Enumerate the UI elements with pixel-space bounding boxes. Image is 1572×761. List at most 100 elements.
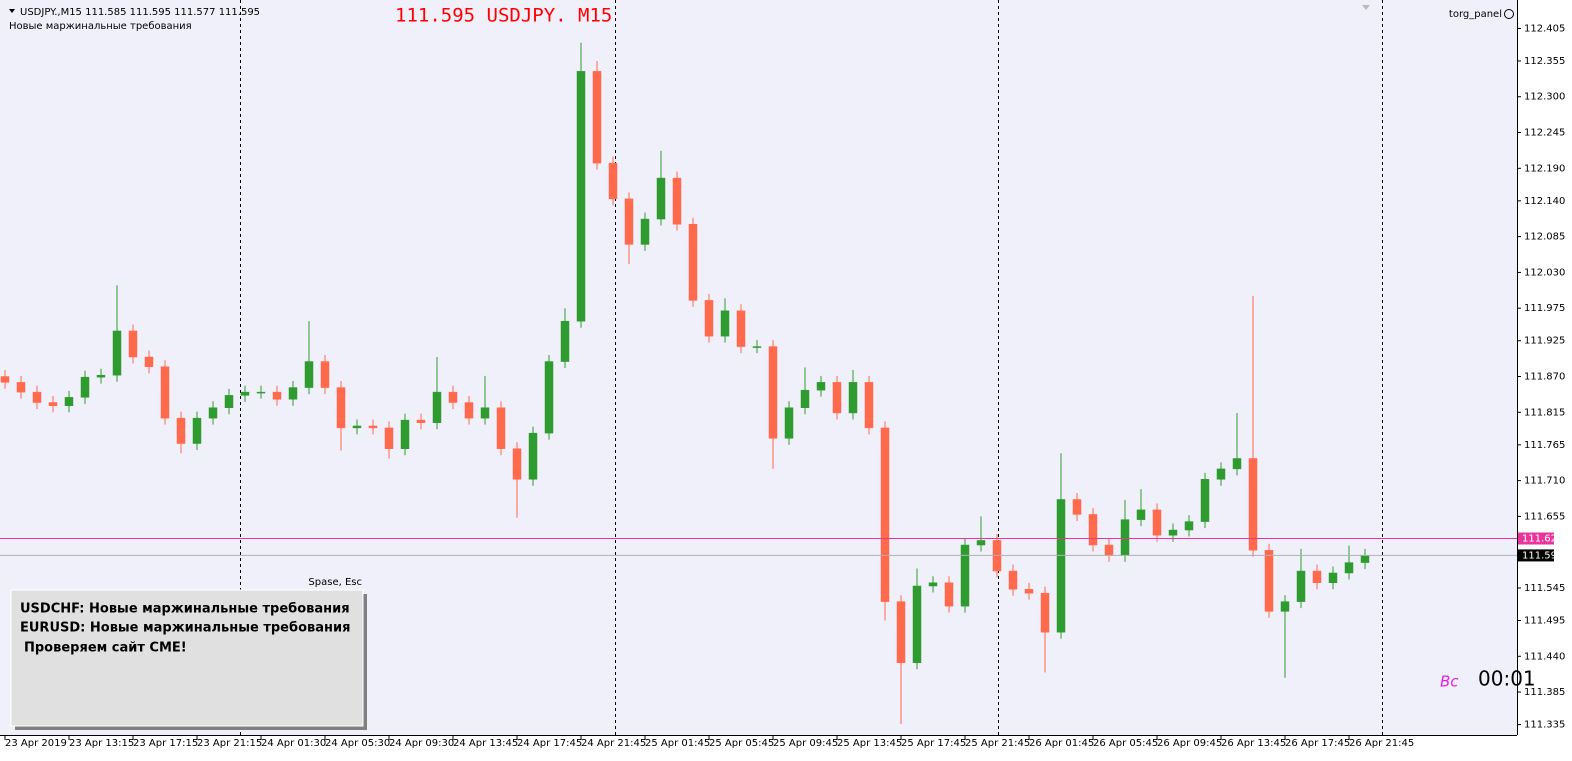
- subtitle: Новые маржинальные требования: [9, 21, 192, 32]
- candle-body: [480, 407, 490, 419]
- x-tick-label: 25 Apr 09:45: [773, 738, 838, 749]
- candle-body: [256, 391, 266, 394]
- candle-body: [768, 346, 778, 439]
- candle-body: [1248, 458, 1258, 551]
- candle-body: [432, 391, 442, 423]
- y-tick-label: 111.655: [1524, 511, 1565, 522]
- price-level-tag: [1518, 549, 1554, 562]
- candle-body: [560, 320, 570, 362]
- y-tick-label: 112.405: [1524, 23, 1565, 34]
- y-tick-label: 111.385: [1524, 687, 1565, 698]
- y-tick-label: 111.710: [1524, 476, 1565, 487]
- candle-body: [160, 366, 170, 419]
- candle-body: [144, 356, 154, 367]
- y-tick-label: 112.245: [1524, 128, 1565, 139]
- candle-body: [544, 361, 554, 434]
- candle-body: [400, 419, 410, 449]
- candle-body: [1264, 549, 1274, 612]
- candle-body: [336, 387, 346, 429]
- collapse-arrow[interactable]: [1362, 5, 1370, 10]
- candle-body: [1328, 572, 1338, 584]
- x-tick-label: 24 Apr 05:30: [325, 738, 390, 749]
- candle-body: [1296, 570, 1306, 602]
- price-level-label: 111.595: [1522, 550, 1563, 561]
- candle-body: [1312, 570, 1322, 584]
- candle-body: [864, 382, 874, 429]
- candle-body: [704, 300, 714, 337]
- x-tick-label: 25 Apr 17:45: [901, 738, 966, 749]
- candle-body: [1168, 529, 1178, 536]
- candle-body: [528, 432, 538, 480]
- candle-body: [1152, 509, 1162, 536]
- candle-body: [896, 601, 906, 664]
- notice-line: EURUSD: Новые маржинальные требования: [20, 621, 350, 636]
- candle-body: [800, 389, 810, 408]
- candle-body: [1136, 509, 1146, 520]
- candle-body: [832, 382, 842, 414]
- symbol-header: USDJPY.,M15 111.585 111.595 111.577 111.…: [20, 7, 260, 18]
- x-tick-label: 25 Apr 05:45: [709, 738, 774, 749]
- price-level-label: 111.621: [1522, 534, 1563, 545]
- candle-body: [352, 425, 362, 429]
- candle-body: [672, 177, 682, 225]
- candle-body: [192, 417, 202, 444]
- candle-body: [656, 177, 666, 220]
- x-tick-label: 24 Apr 13:45: [453, 738, 518, 749]
- x-tick-label: 26 Apr 09:45: [1157, 738, 1222, 749]
- candle-body: [288, 387, 298, 400]
- candle-body: [1088, 514, 1098, 546]
- x-tick-label: 23 Apr 17:15: [133, 738, 198, 749]
- candle-body: [880, 427, 890, 602]
- candle-body: [464, 402, 474, 419]
- candle-body: [816, 382, 826, 391]
- candle-body: [272, 391, 282, 400]
- candle-body: [416, 419, 426, 423]
- x-tick-label: 23 Apr 13:15: [69, 738, 134, 749]
- candle-body: [1360, 555, 1370, 563]
- candle-body: [944, 582, 954, 607]
- candle-body: [960, 544, 970, 607]
- candle-body: [1024, 589, 1034, 594]
- candle-body: [1072, 499, 1082, 515]
- candle-body: [224, 395, 234, 408]
- candle-body: [912, 585, 922, 664]
- menu-arrow[interactable]: [9, 9, 15, 13]
- candle-body: [576, 71, 586, 322]
- candle-body: [384, 427, 394, 449]
- x-tick-label: 26 Apr 21:45: [1349, 738, 1414, 749]
- notice-line: USDCHF: Новые маржинальные требования: [20, 602, 350, 617]
- candle-body: [1280, 601, 1290, 612]
- candle-body: [16, 382, 26, 393]
- candle-body: [512, 448, 522, 480]
- candle-body: [976, 540, 986, 546]
- y-tick-label: 111.495: [1524, 615, 1565, 626]
- x-tick-label: 23 Apr 2019: [5, 738, 67, 749]
- panel-icon[interactable]: [1504, 9, 1514, 19]
- y-tick-label: 112.030: [1524, 267, 1565, 278]
- candle-body: [32, 391, 42, 403]
- candle-body: [496, 407, 506, 449]
- candle-body: [928, 582, 938, 587]
- candle-body: [1120, 519, 1130, 556]
- y-tick-label: 111.335: [1524, 720, 1565, 731]
- candle-body: [736, 310, 746, 347]
- panel-name[interactable]: torg_panel: [1449, 9, 1502, 20]
- x-tick-label: 24 Apr 01:30: [261, 738, 326, 749]
- candle-body: [1216, 468, 1226, 480]
- y-tick-label: 111.975: [1524, 303, 1565, 314]
- candle-body: [448, 391, 458, 403]
- candle-body: [304, 361, 314, 388]
- candle-body: [0, 376, 10, 383]
- y-tick-label: 111.765: [1524, 440, 1565, 451]
- candle-body: [1232, 458, 1242, 470]
- candle-body: [320, 361, 330, 388]
- candle-body: [784, 407, 794, 439]
- y-tick-label: 111.815: [1524, 407, 1565, 418]
- y-tick-label: 111.870: [1524, 372, 1565, 383]
- candle-body: [1040, 592, 1050, 633]
- y-tick-label: 111.545: [1524, 583, 1565, 594]
- y-tick-label: 112.085: [1524, 232, 1565, 243]
- x-tick-label: 25 Apr 13:45: [837, 738, 902, 749]
- candle-body: [752, 346, 762, 348]
